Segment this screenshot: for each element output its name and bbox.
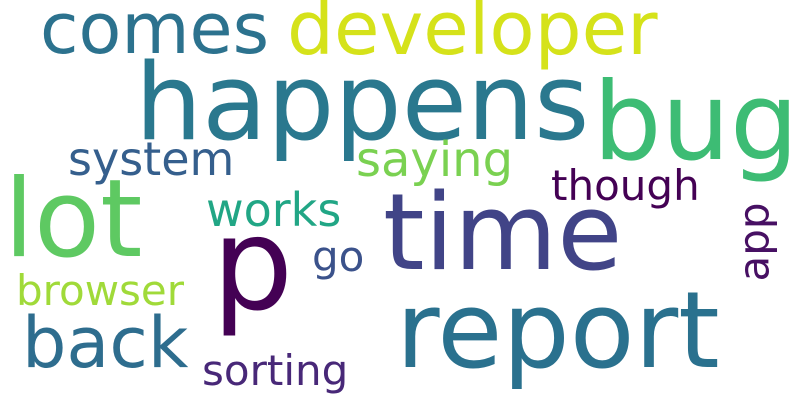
word-back: back xyxy=(22,302,189,384)
word-time: time xyxy=(383,171,623,294)
word-browser: browser xyxy=(16,266,185,315)
word-p: p xyxy=(212,191,294,340)
word-happens: happens xyxy=(135,41,590,164)
word-sorting: sorting xyxy=(202,346,349,395)
word-works: works xyxy=(206,183,342,237)
word-app: app xyxy=(729,202,779,282)
word-go: go xyxy=(312,232,365,281)
word-bug: bug xyxy=(593,60,799,185)
word-comes: comes xyxy=(40,0,270,70)
word-developer: developer xyxy=(287,0,658,72)
word-report: report xyxy=(396,269,720,392)
word-system: system xyxy=(68,132,235,186)
word-lot: lot xyxy=(4,157,143,282)
word-though: though xyxy=(551,161,700,210)
word-saying: saying xyxy=(356,132,514,188)
